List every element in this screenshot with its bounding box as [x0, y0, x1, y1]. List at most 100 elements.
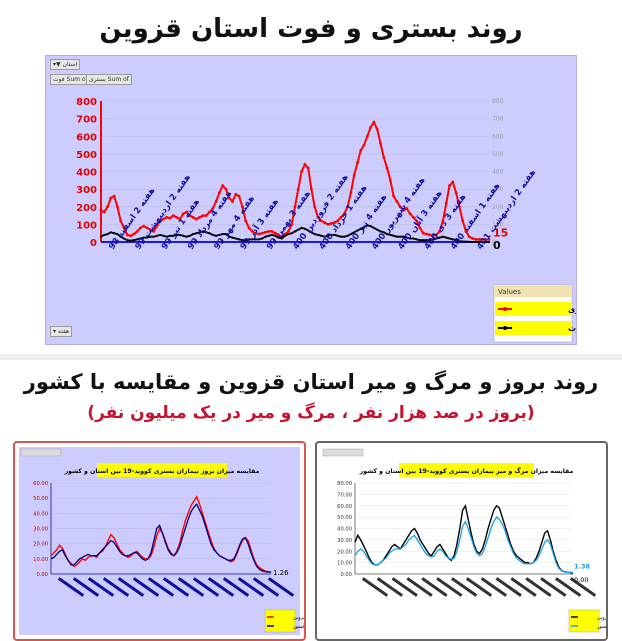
data-point: [342, 212, 346, 216]
legend-label: قزوین: [293, 615, 304, 621]
chart-title-highlight: [399, 463, 534, 477]
x-tick-label-mark: [147, 577, 175, 597]
data-point: [155, 224, 159, 228]
data-point: [329, 222, 333, 225]
data-point: [214, 234, 218, 237]
data-point: [313, 205, 317, 209]
y-tick-label: 50.00: [337, 515, 352, 521]
y-tick-label-left: 300: [76, 185, 97, 196]
data-point: [451, 238, 454, 241]
legend-box: [568, 609, 600, 633]
data-point: [296, 187, 300, 191]
data-point: [343, 235, 346, 238]
data-point: [119, 219, 123, 223]
data-point: [418, 239, 422, 242]
data-point: [211, 207, 215, 210]
data-point: [231, 200, 234, 203]
data-point: [116, 232, 119, 236]
hosp-death-chart-panel: استان ▼▾ Sum of فوت Sum of بستری هفته ▾ …: [45, 55, 577, 345]
data-point: [369, 225, 372, 228]
y-tick-label-left: 0: [90, 238, 97, 249]
data-point: [415, 238, 418, 241]
data-point: [251, 238, 254, 241]
data-point: [152, 235, 155, 238]
data-point: [162, 217, 165, 221]
data-point: [310, 231, 313, 234]
data-point: [402, 208, 405, 212]
x-tick-label-mark: [237, 577, 265, 597]
data-point: [109, 196, 113, 200]
y-tick-label: 60.00: [337, 504, 352, 510]
data-point: [208, 210, 211, 214]
incidence-comparison-panel: مقایسه میزان بروز بیماران بستری کووید-19…: [13, 441, 306, 641]
data-point: [165, 215, 169, 219]
data-point: [109, 231, 112, 234]
data-point: [408, 212, 412, 216]
field-button-hosp[interactable]: Sum of بستری: [86, 74, 132, 85]
data-point: [261, 237, 264, 240]
plot-background: [19, 447, 300, 635]
legend-title: Values: [498, 288, 521, 296]
data-point: [359, 148, 363, 152]
chart-title-highlight: [97, 463, 227, 477]
data-point: [399, 235, 402, 238]
data-point: [323, 235, 326, 238]
legend-highlight: [495, 321, 571, 335]
data-point: [320, 234, 323, 237]
data-point: [102, 210, 106, 214]
axis-field-button[interactable]: هفته ▾: [50, 326, 73, 337]
data-point: [284, 234, 287, 237]
y-tick-label-left: 400: [76, 168, 97, 179]
data-point: [257, 232, 261, 236]
data-point: [333, 221, 336, 225]
data-point: [297, 228, 300, 231]
legend-header: [494, 285, 572, 297]
y-tick-label: 70.00: [337, 492, 352, 498]
data-point: [293, 205, 297, 209]
data-point: [214, 200, 218, 203]
data-point: [162, 234, 165, 237]
data-point: [398, 205, 402, 209]
data-point: [316, 233, 320, 237]
series-end-label: 1.26: [273, 569, 289, 577]
data-point: [365, 134, 369, 138]
y-tick-label-right: 100: [492, 221, 504, 228]
legend-swatch-marker: [503, 326, 507, 330]
data-point: [211, 233, 214, 237]
data-point: [221, 232, 224, 236]
data-point: [168, 216, 172, 220]
data-point: [411, 215, 415, 219]
filter-button[interactable]: استان ▼▾: [50, 59, 81, 70]
data-point: [247, 226, 251, 230]
data-point: [254, 231, 257, 235]
data-point: [425, 232, 428, 236]
data-point: [330, 233, 333, 237]
chart-title: مقایسه میزان بروز بیماران بستری کووید-19…: [64, 468, 260, 475]
data-point: [379, 141, 382, 145]
data-point: [270, 230, 274, 233]
data-point: [218, 233, 221, 237]
data-point: [247, 238, 251, 241]
data-point: [425, 239, 428, 242]
data-point: [198, 231, 201, 234]
data-point: [454, 191, 458, 195]
y-tick-label: 0.00: [340, 572, 352, 578]
legend-swatch-marker: [503, 307, 507, 311]
data-point: [254, 238, 257, 241]
legend-label: قزوین: [597, 615, 606, 621]
data-point: [392, 234, 395, 237]
y-tick-label: 20.00: [33, 542, 48, 548]
data-point: [132, 239, 135, 242]
series-end-label: 0: [493, 239, 501, 252]
data-point: [182, 234, 185, 237]
data-point: [175, 233, 178, 237]
data-point: [240, 205, 244, 209]
y-tick-label: 10.00: [337, 561, 352, 567]
data-point: [464, 240, 468, 243]
x-tick-label-mark: [406, 577, 433, 597]
data-point: [356, 161, 359, 165]
data-point: [159, 233, 162, 237]
data-point: [319, 219, 323, 223]
mortality-comparison-panel: مقایسه میزان مرگ و میر بیماران بستری کوو…: [315, 441, 608, 641]
x-tick-label-mark: [162, 577, 190, 597]
